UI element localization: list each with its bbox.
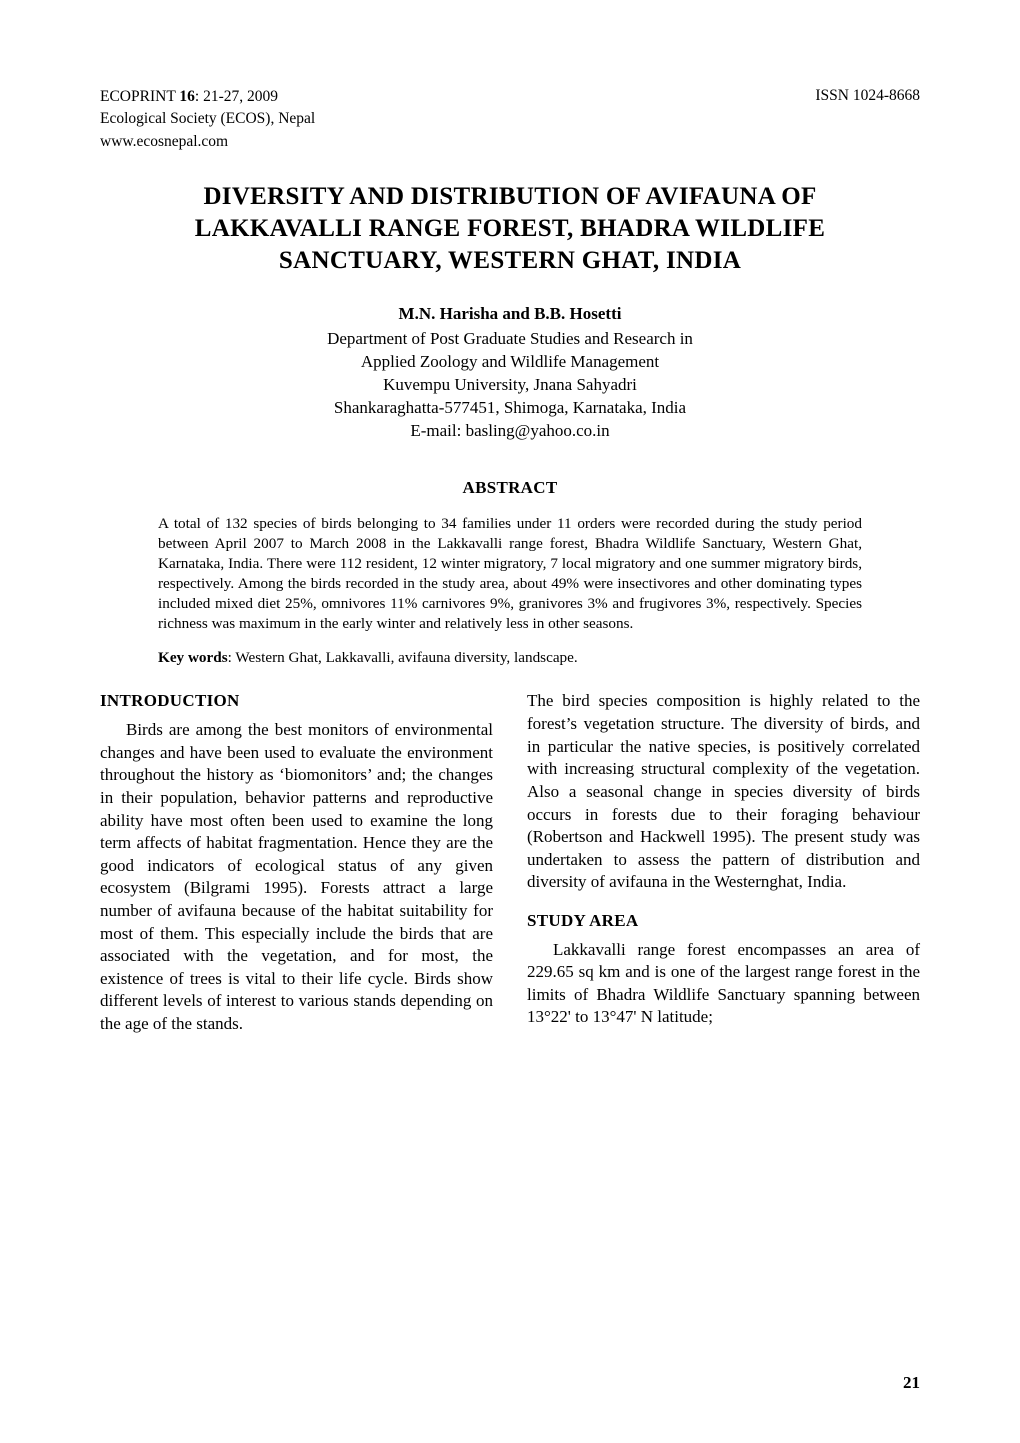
left-column: INTRODUCTION Birds are among the best mo… [100,690,493,1037]
url-line: www.ecosnepal.com [100,131,315,153]
authors-line: M.N. Harisha and B.B. Hosetti [100,303,920,326]
keywords-text: Western Ghat, Lakkavalli, avifauna diver… [235,649,577,666]
introduction-para-left: Birds are among the best monitors of env… [100,719,493,1036]
right-column: The bird species composition is highly r… [527,690,920,1037]
abstract-body: A total of 132 species of birds belongin… [158,514,862,634]
affil-line-4: Shankaraghatta-577451, Shimoga, Karnatak… [100,397,920,420]
journal-meta-block: ECOPRINT 16: 21-27, 2009 Ecological Soci… [100,86,315,153]
two-column-body: INTRODUCTION Birds are among the best mo… [100,690,920,1037]
affil-line-2: Applied Zoology and Wildlife Management [100,351,920,374]
journal-year: 2009 [247,88,278,105]
affil-line-3: Kuvempu University, Jnana Sahyadri [100,374,920,397]
keywords-label: Key words [158,649,228,666]
title-line-2: LAKKAVALLI RANGE FOREST, BHADRA WILDLIFE [100,213,920,245]
page: ECOPRINT 16: 21-27, 2009 Ecological Soci… [0,0,1020,1443]
abstract-heading: ABSTRACT [100,477,920,500]
society-line: Ecological Society (ECOS), Nepal [100,108,315,130]
introduction-para-right: The bird species composition is highly r… [527,690,920,893]
keywords-line: Key words: Western Ghat, Lakkavalli, avi… [158,648,862,669]
page-number: 21 [903,1372,920,1395]
issn-line: ISSN 1024-8668 [815,86,920,107]
study-area-heading: STUDY AREA [527,910,920,933]
affiliation-block: Department of Post Graduate Studies and … [100,328,920,443]
journal-line: ECOPRINT 16: 21-27, 2009 [100,86,315,108]
affil-line-5: E-mail: basling@yahoo.co.in [100,420,920,443]
introduction-heading: INTRODUCTION [100,690,493,713]
study-area-para: Lakkavalli range forest encompasses an a… [527,939,920,1029]
journal-text: ECOPRINT 16: 21-27, 2009 [100,88,278,105]
title-line-3: SANCTUARY, WESTERN GHAT, INDIA [100,245,920,277]
journal-vol-bold: 16 [179,88,195,105]
paper-title: DIVERSITY AND DISTRIBUTION OF AVIFAUNA O… [100,181,920,277]
affil-line-1: Department of Post Graduate Studies and … [100,328,920,351]
journal-pages: 21-27 [203,88,239,105]
title-line-1: DIVERSITY AND DISTRIBUTION OF AVIFAUNA O… [100,181,920,213]
